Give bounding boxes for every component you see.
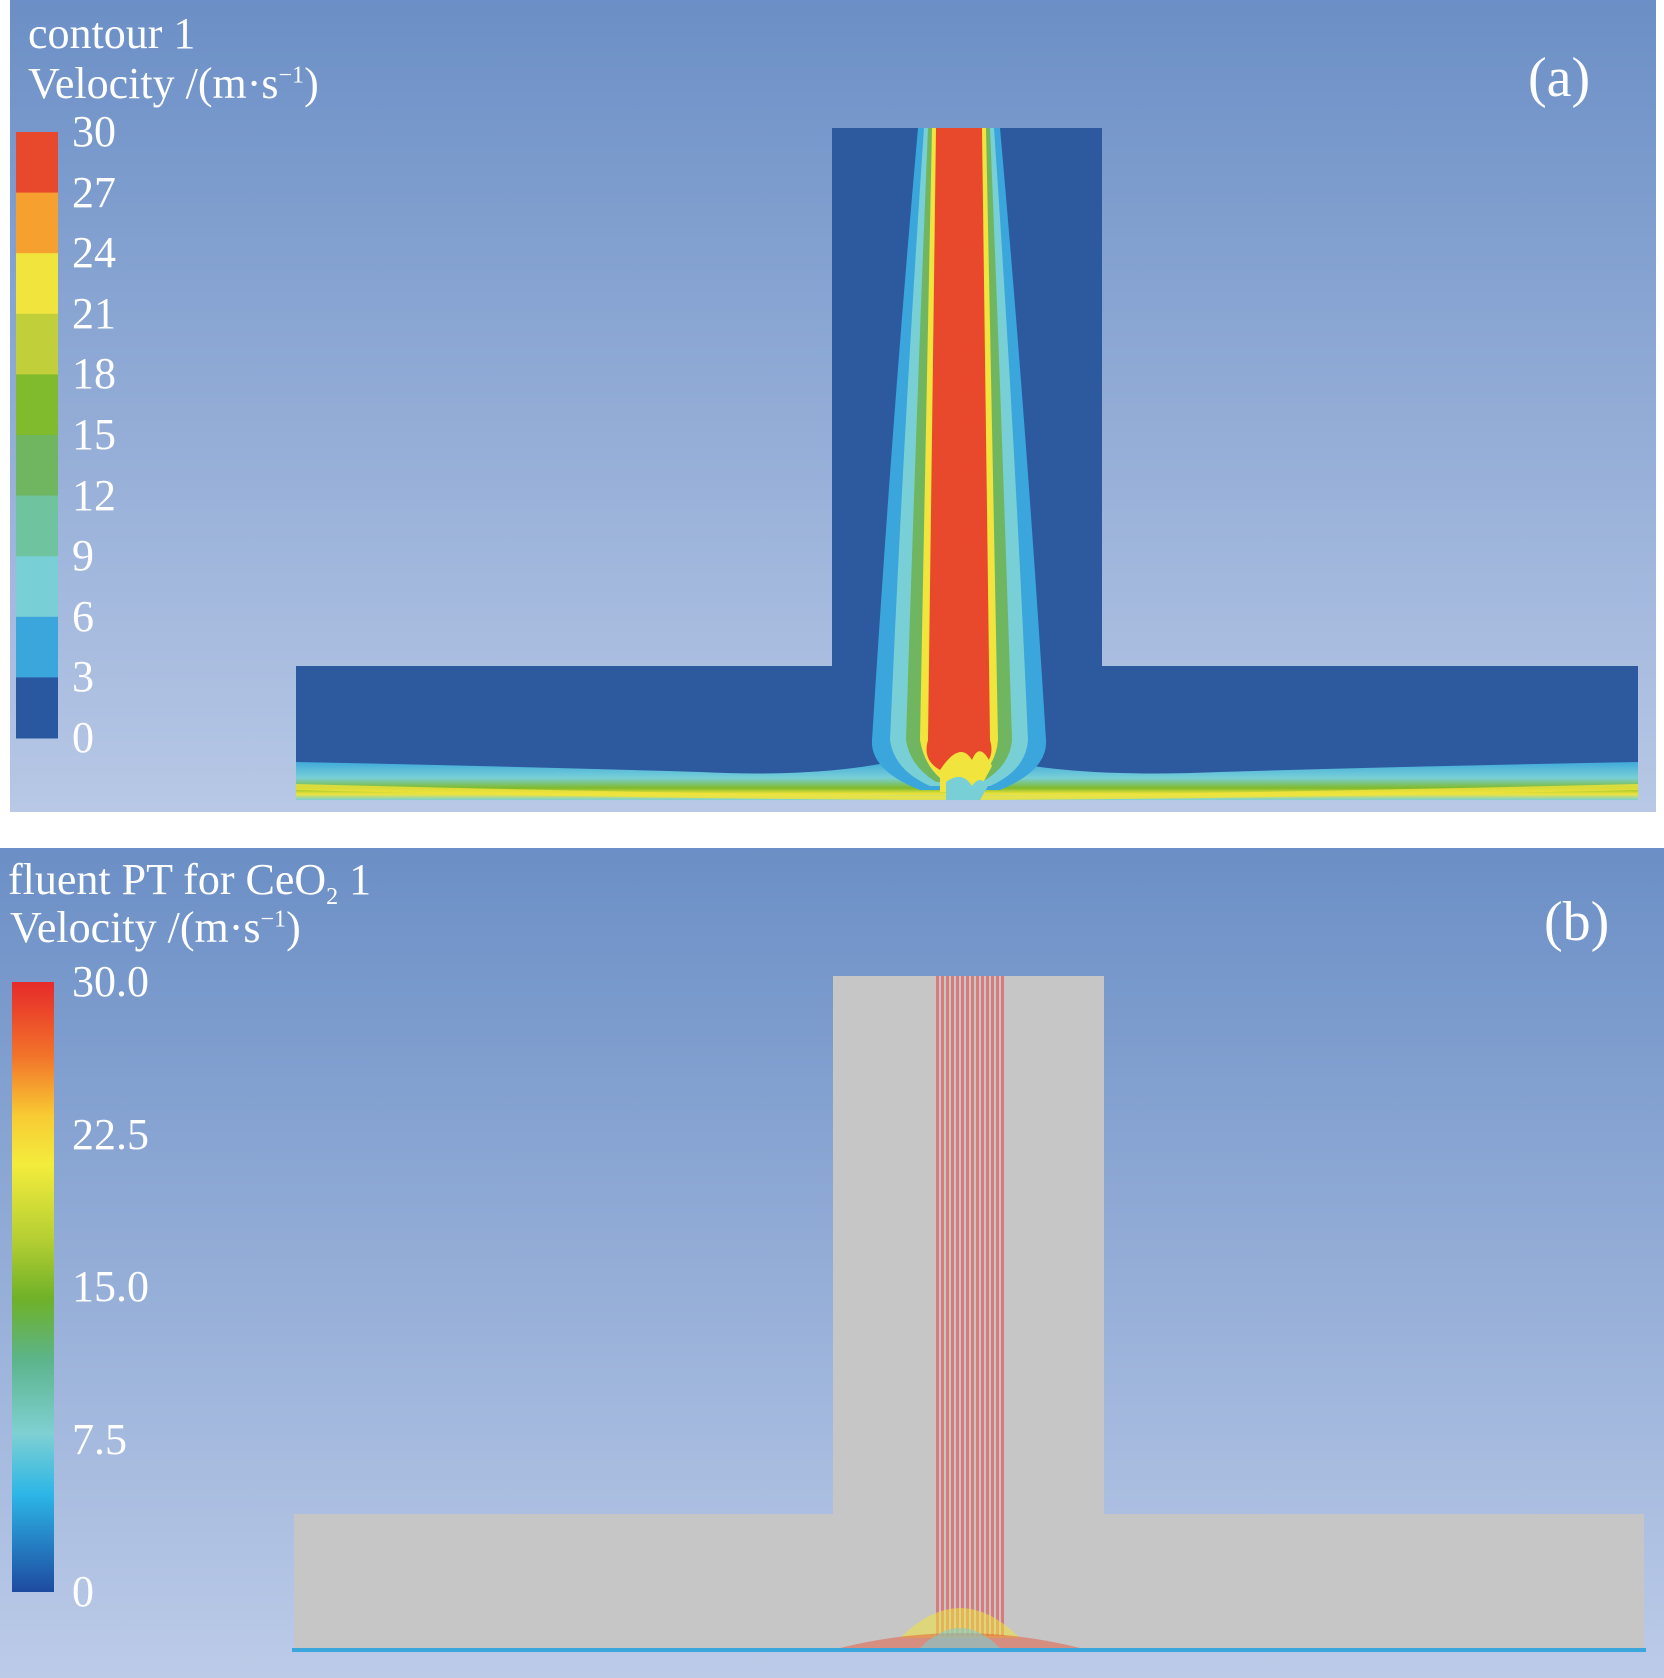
particle-track: [996, 976, 999, 1636]
colorbar-a-band: [16, 556, 58, 618]
panel-b-title: fluent PT for CeO2 1: [8, 855, 372, 910]
colorbar-b-tick-label: 0: [72, 1567, 94, 1616]
colorbar-a-tick-label: 3: [72, 652, 94, 702]
colorbar-a-tick-label: 15: [72, 410, 116, 459]
colorbar-a-band: [16, 192, 58, 254]
colorbar-a-tick-label: 0: [72, 713, 94, 762]
colorbar-a-band: [16, 132, 58, 194]
particle-track: [1001, 976, 1004, 1636]
wall-line-b: [292, 1648, 1646, 1652]
particle-track: [966, 976, 969, 1636]
colorbar-a-tick-label: 12: [72, 470, 116, 520]
panel-a-title: contour 1: [28, 9, 196, 58]
colorbar-a-band: [16, 313, 58, 375]
particle-track: [981, 976, 984, 1636]
panel-a-tag: (a): [1528, 47, 1591, 109]
particle-track: [961, 976, 964, 1636]
colorbar-b: [12, 982, 54, 1592]
panel-b: fluent PT for CeO2 1 Velocity /(m·s−1) (…: [0, 848, 1664, 1678]
impingement-region: [900, 1608, 1020, 1638]
particle-track: [986, 976, 989, 1636]
impingement-core: [920, 1628, 1000, 1648]
colorbar-a-band: [16, 374, 58, 436]
colorbar-b-tick-label: 15.0: [72, 1262, 149, 1311]
colorbar-a-tick-label: 24: [72, 228, 116, 278]
particle-track: [941, 976, 944, 1636]
particle-track: [991, 976, 994, 1636]
particle-track: [951, 976, 954, 1636]
colorbar-a-tick-label: 9: [72, 531, 94, 581]
panel-b-canvas: [0, 848, 1664, 1678]
colorbar-a-tick-label: 21: [72, 288, 116, 338]
jet-core: [926, 128, 992, 770]
particle-track: [956, 976, 959, 1636]
panel-b-quantity-label: Velocity /(m·s−1): [10, 903, 301, 952]
colorbar-a-band: [16, 495, 58, 557]
colorbar-b-tick-label: 30.0: [72, 957, 149, 1006]
particle-track: [936, 976, 939, 1636]
particle-track: [976, 976, 979, 1636]
colorbar-a-band: [16, 435, 58, 497]
panel-b-tag: (b): [1544, 891, 1610, 953]
panel-a-quantity-label: Velocity /(m·s−1): [28, 59, 319, 108]
colorbar-a-tick-label: 27: [72, 167, 116, 217]
colorbar-a-tick-label: 18: [72, 349, 116, 399]
particle-tracks: [936, 976, 1004, 1636]
colorbar-a-band: [16, 253, 58, 315]
colorbar-a-tick-label: 30: [72, 107, 116, 156]
colorbar-a-tick-label: 6: [72, 591, 94, 641]
wall-jet-core: [296, 784, 1638, 800]
panel-a-canvas: [10, 0, 1656, 812]
colorbar-b-tick-label: 7.5: [72, 1414, 127, 1464]
particle-track: [971, 976, 974, 1636]
stagnation-point: [946, 776, 988, 800]
colorbar-a-band: [16, 677, 58, 739]
colorbar-a-band: [16, 616, 58, 678]
colorbar-b-tick-label: 22.5: [72, 1109, 149, 1159]
particle-track: [946, 976, 949, 1636]
colorbar-a: [16, 132, 58, 739]
panel-a: contour 1 Velocity /(m·s−1) (a) 30 27 24 21…: [0, 0, 1664, 812]
